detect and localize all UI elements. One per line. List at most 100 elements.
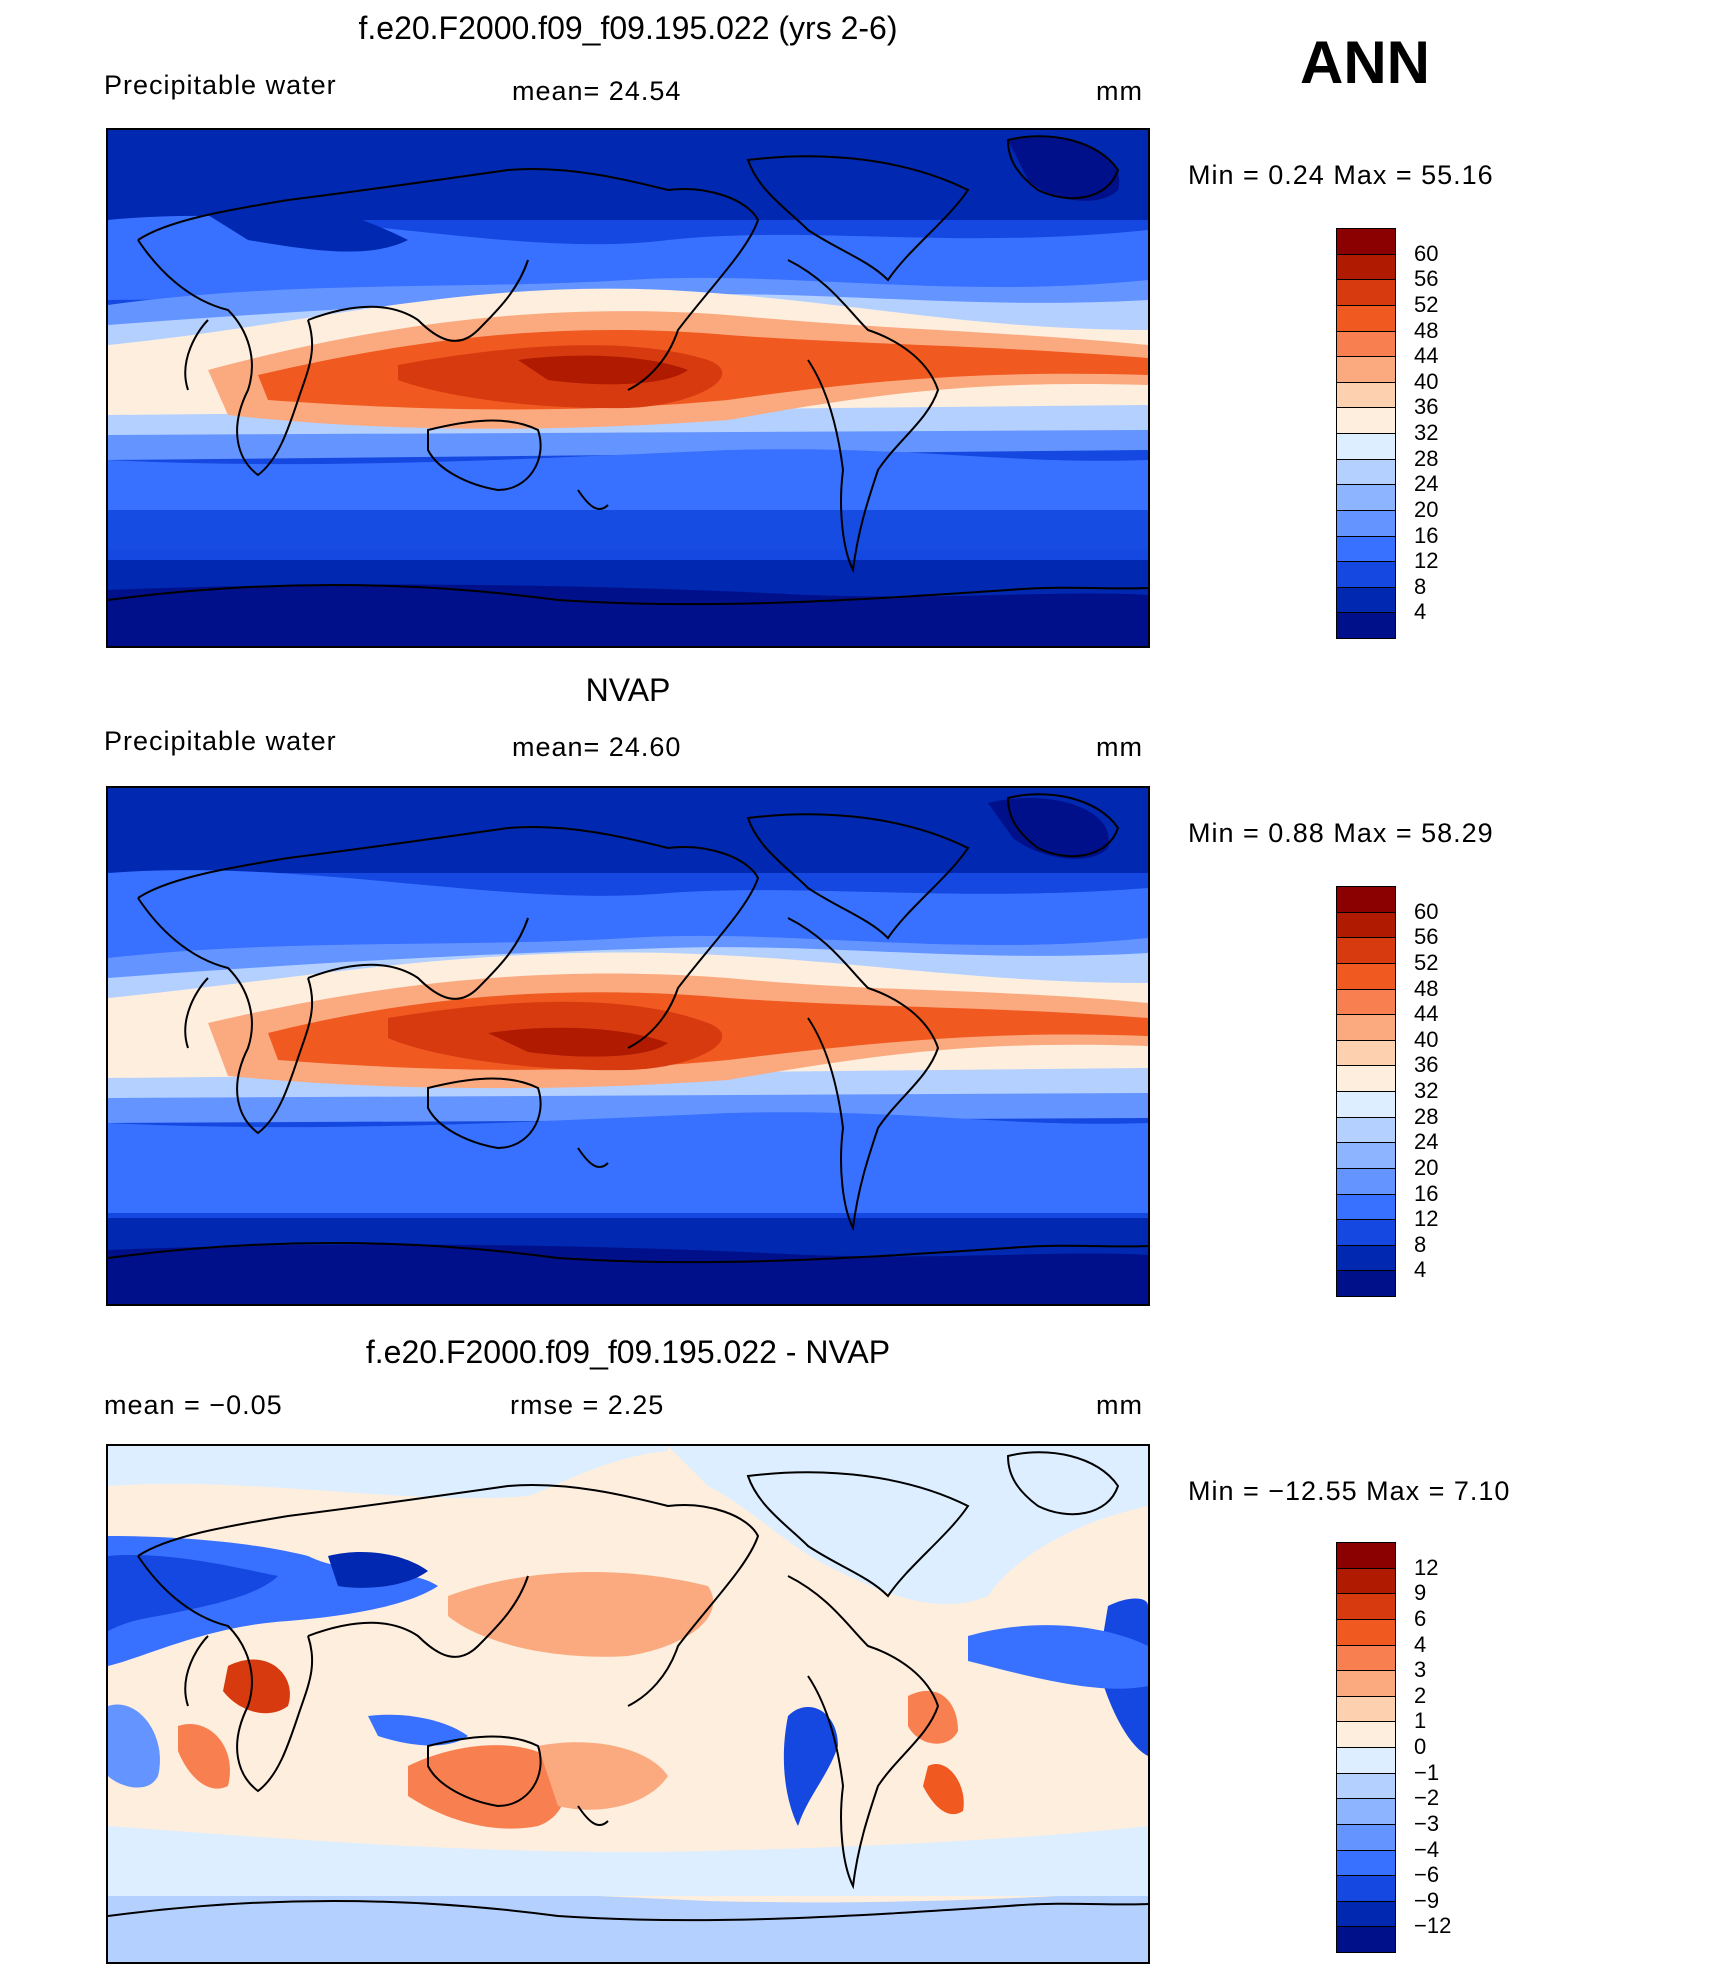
colorbar-swatch bbox=[1336, 886, 1396, 913]
colorbar-swatch bbox=[1336, 962, 1396, 990]
colorbar-tick-label: 60 bbox=[1414, 240, 1439, 266]
colorbar-tick-label: 12 bbox=[1414, 548, 1439, 574]
colorbar-tick-label: 2 bbox=[1414, 1682, 1427, 1708]
mean-label: mean = −0.05 bbox=[104, 1390, 283, 1420]
colorbar-tick-label: 8 bbox=[1414, 1231, 1427, 1257]
mean-label: mean= 24.60 bbox=[512, 732, 682, 762]
colorbar-swatch bbox=[1336, 586, 1396, 614]
colorbar-tick-label: 1 bbox=[1414, 1708, 1427, 1734]
colorbar-swatch bbox=[1336, 1721, 1396, 1748]
map-model-precipitable-water bbox=[106, 128, 1150, 648]
panel-title: f.e20.F2000.f09_f09.195.022 (yrs 2-6) bbox=[358, 10, 898, 46]
map-difference bbox=[106, 1444, 1150, 1964]
colorbar-swatch bbox=[1336, 911, 1396, 939]
colorbar-swatch bbox=[1336, 937, 1396, 964]
colorbar-swatch bbox=[1336, 1142, 1396, 1169]
colorbar-tick-label: 28 bbox=[1414, 1103, 1439, 1129]
panel-title: f.e20.F2000.f09_f09.195.022 - NVAP bbox=[365, 1334, 891, 1370]
colorbar-tick-label: 0 bbox=[1414, 1734, 1427, 1759]
colorbar-tick-label: 24 bbox=[1414, 471, 1439, 497]
colorbar-swatch bbox=[1336, 1747, 1396, 1774]
colorbar-tick-label: 48 bbox=[1414, 975, 1439, 1001]
colorbar-tick-label: 20 bbox=[1414, 496, 1439, 522]
colorbar-swatch bbox=[1336, 1849, 1396, 1877]
colorbar-tick-label: 20 bbox=[1414, 1154, 1439, 1180]
colorbar-tick-label: 48 bbox=[1414, 317, 1439, 343]
colorbar-tick-label: 16 bbox=[1414, 522, 1439, 548]
colorbar-tick-label: −4 bbox=[1414, 1836, 1440, 1862]
colorbar-swatch bbox=[1336, 1593, 1396, 1620]
min-max-label: Min = 0.88 Max = 58.29 bbox=[1188, 818, 1494, 848]
colorbar-tick-label: −12 bbox=[1414, 1913, 1452, 1939]
min-max-label: Min = 0.24 Max = 55.16 bbox=[1188, 160, 1494, 190]
colorbar-swatch bbox=[1336, 612, 1396, 639]
colorbar-tick-label: 32 bbox=[1414, 420, 1439, 445]
colorbar-tick-label: 32 bbox=[1414, 1078, 1439, 1103]
colorbar-swatch bbox=[1336, 509, 1396, 537]
colorbar-swatch bbox=[1336, 484, 1396, 511]
colorbar-swatch bbox=[1336, 1270, 1396, 1297]
colorbar-tick-label: 12 bbox=[1414, 1554, 1439, 1580]
colorbar-tick-label: 36 bbox=[1414, 394, 1439, 420]
colorbar-tick-label: −9 bbox=[1414, 1887, 1440, 1913]
colorbar: 60 56 52 48 44 40 36 32 28 24 20 16 12 8 4 bbox=[1336, 886, 1438, 1297]
mean-label: mean= 24.54 bbox=[512, 76, 682, 106]
colorbar-swatch bbox=[1336, 1772, 1396, 1800]
colorbar-swatch bbox=[1336, 1542, 1396, 1569]
colorbar-tick-label: 12 bbox=[1414, 1206, 1439, 1232]
colorbar-swatch bbox=[1336, 1039, 1396, 1067]
colorbar-swatch bbox=[1336, 1618, 1396, 1646]
colorbar-swatch bbox=[1336, 1065, 1396, 1092]
colorbar-swatch bbox=[1336, 1644, 1396, 1672]
colorbar-swatch bbox=[1336, 253, 1396, 281]
colorbar-tick-label: 3 bbox=[1414, 1657, 1427, 1683]
colorbar-swatch bbox=[1336, 1219, 1396, 1246]
colorbar-swatch bbox=[1336, 535, 1396, 563]
colorbar-swatch bbox=[1336, 279, 1396, 306]
colorbar-swatch bbox=[1336, 1014, 1396, 1041]
colorbar-tick-label: 16 bbox=[1414, 1180, 1439, 1206]
colorbar-tick-label: 44 bbox=[1414, 343, 1439, 369]
colorbar: 60 56 52 48 44 40 36 32 28 24 20 16 12 8 4 bbox=[1336, 228, 1438, 639]
colorbar-swatch bbox=[1336, 330, 1396, 358]
colorbar-tick-label: −6 bbox=[1414, 1862, 1440, 1888]
colorbar-tick-label: 4 bbox=[1414, 1631, 1427, 1657]
colorbar-tick-label: 52 bbox=[1414, 949, 1439, 975]
colorbar-tick-label: 44 bbox=[1414, 1001, 1439, 1027]
colorbar-swatch bbox=[1336, 407, 1396, 434]
colorbar-tick-label: 56 bbox=[1414, 266, 1439, 292]
colorbar-swatch bbox=[1336, 1926, 1396, 1953]
colorbar-swatch bbox=[1336, 356, 1396, 383]
colorbar-swatch bbox=[1336, 1244, 1396, 1272]
colorbar: 12 9 6 4 3 2 1 0 −1 −2 −3 −4 −6 −9 −12 bbox=[1336, 1542, 1451, 1953]
colorbar-tick-label: −1 bbox=[1414, 1759, 1440, 1785]
colorbar-tick-label: 4 bbox=[1414, 1257, 1427, 1283]
colorbar-swatch bbox=[1336, 304, 1396, 332]
colorbar-swatch bbox=[1336, 1670, 1396, 1697]
colorbar-swatch bbox=[1336, 228, 1396, 255]
colorbar-swatch bbox=[1336, 1116, 1396, 1144]
colorbar-swatch bbox=[1336, 1193, 1396, 1221]
colorbar-swatch bbox=[1336, 458, 1396, 486]
colorbar-swatch bbox=[1336, 1695, 1396, 1723]
colorbar-tick-label: 60 bbox=[1414, 898, 1439, 924]
colorbar-swatch bbox=[1336, 1875, 1396, 1902]
colorbar-swatch bbox=[1336, 1900, 1396, 1928]
colorbar-swatch bbox=[1336, 561, 1396, 588]
colorbar-tick-label: 40 bbox=[1414, 368, 1439, 394]
colorbar-swatch bbox=[1336, 1567, 1396, 1595]
map-nvap-precipitable-water bbox=[106, 786, 1150, 1306]
colorbar-tick-label: 52 bbox=[1414, 291, 1439, 317]
season-label: ANN bbox=[1300, 29, 1430, 96]
rmse-label: rmse = 2.25 bbox=[510, 1390, 665, 1420]
colorbar-tick-label: 28 bbox=[1414, 445, 1439, 471]
colorbar-tick-label: 8 bbox=[1414, 573, 1427, 599]
panel-title: NVAP bbox=[585, 672, 671, 708]
units-label: mm bbox=[1096, 732, 1143, 762]
colorbar-tick-label: −3 bbox=[1414, 1810, 1440, 1836]
colorbar-swatch bbox=[1336, 381, 1396, 409]
colorbar-swatch bbox=[1336, 1091, 1396, 1118]
variable-label: Precipitable water bbox=[104, 70, 337, 100]
colorbar-swatch bbox=[1336, 1167, 1396, 1195]
colorbar-swatch bbox=[1336, 988, 1396, 1016]
